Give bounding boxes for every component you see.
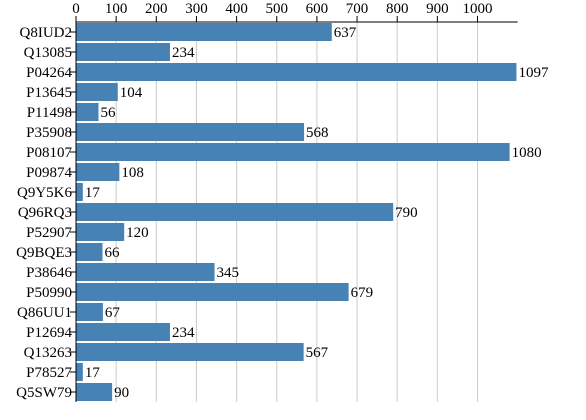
category-label-P38646: P38646 (26, 265, 72, 281)
bar-P52907 (76, 223, 125, 241)
category-label-P78527: P78527 (26, 365, 72, 381)
x-tick-label: 200 (145, 1, 168, 17)
bar-P13645 (76, 83, 118, 101)
value-label-P35908: 568 (306, 125, 329, 141)
category-label-Q8IUD2: Q8IUD2 (20, 25, 73, 41)
y-axis: Q8IUD2 Q13085 P04264 P13645 P11498 P35908 P081… (16, 22, 77, 402)
value-label-Q13263: 567 (306, 345, 329, 361)
x-tick-label: 900 (426, 1, 449, 17)
bar-Q9BQE3 (76, 243, 103, 261)
value-label-P09874: 108 (121, 165, 144, 181)
category-label-P12694: P12694 (26, 325, 72, 341)
bar-P50990 (76, 283, 349, 301)
category-label-P11498: P11498 (27, 105, 72, 121)
bar-Q5SW79 (76, 383, 113, 401)
value-label-Q9BQE3: 66 (104, 245, 120, 261)
value-label-P11498: 56 (100, 105, 116, 121)
category-label-Q86UU1: Q86UU1 (17, 305, 72, 321)
x-tick-label: 600 (306, 1, 329, 17)
x-tick-label: 400 (225, 1, 248, 17)
value-label-P50990: 679 (351, 285, 374, 301)
category-label-P04264: P04264 (26, 65, 72, 81)
value-label-P78527: 17 (85, 365, 101, 381)
value-label-Q5SW79: 90 (114, 385, 129, 401)
value-label-P04264: 1097 (518, 65, 549, 81)
bar-Q9Y5K6 (76, 183, 83, 201)
category-label-P35908: P35908 (26, 125, 72, 141)
bar-P78527 (76, 363, 83, 381)
category-label-Q9BQE3: Q9BQE3 (16, 245, 72, 261)
bar-P38646 (76, 263, 215, 281)
bar-P09874 (76, 163, 120, 181)
x-tick-label: 700 (346, 1, 369, 17)
x-axis: 0 100 200 300 400 500 600 700 800 900 1000 (72, 1, 518, 23)
x-tick-label: 800 (386, 1, 409, 17)
value-label-P13645: 104 (120, 85, 143, 101)
category-label-Q13263: Q13263 (24, 345, 72, 361)
category-label-P50990: P50990 (26, 285, 72, 301)
category-label-Q5SW79: Q5SW79 (16, 385, 72, 401)
category-label-P13645: P13645 (26, 85, 72, 101)
value-label-P38646: 345 (217, 265, 240, 281)
bar-Q13263 (76, 343, 304, 361)
value-label-P08107: 1080 (512, 145, 542, 161)
category-label-Q96RQ3: Q96RQ3 (18, 205, 72, 221)
category-label-Q9Y5K6: Q9Y5K6 (17, 185, 72, 201)
x-tick-label: 0 (72, 1, 80, 17)
bar-Q8IUD2 (76, 23, 332, 41)
bar-P11498 (76, 103, 99, 121)
x-tick-label: 300 (185, 1, 208, 17)
category-label-P09874: P09874 (26, 165, 72, 181)
bar-Q13085 (76, 43, 170, 61)
x-tick-label: 500 (266, 1, 289, 17)
value-label-Q13085: 234 (172, 45, 195, 61)
bar-P12694 (76, 323, 170, 341)
value-label-Q8IUD2: 637 (334, 25, 357, 41)
bar-Q86UU1 (76, 303, 103, 321)
category-label-Q13085: Q13085 (24, 45, 72, 61)
category-label-P52907: P52907 (26, 225, 72, 241)
bar-Q96RQ3 (76, 203, 394, 221)
value-label-P52907: 120 (126, 225, 148, 241)
x-tick-label: 1000 (463, 1, 493, 17)
x-tick-label: 100 (105, 1, 128, 17)
value-label-Q96RQ3: 790 (395, 205, 418, 221)
bar-P04264 (76, 63, 517, 81)
value-label-Q86UU1: 67 (105, 305, 121, 321)
category-label-P08107: P08107 (26, 145, 72, 161)
value-label-P12694: 234 (172, 325, 195, 341)
bar-P35908 (76, 123, 305, 141)
value-label-Q9Y5K6: 17 (85, 185, 101, 201)
bar-P08107 (76, 143, 510, 161)
